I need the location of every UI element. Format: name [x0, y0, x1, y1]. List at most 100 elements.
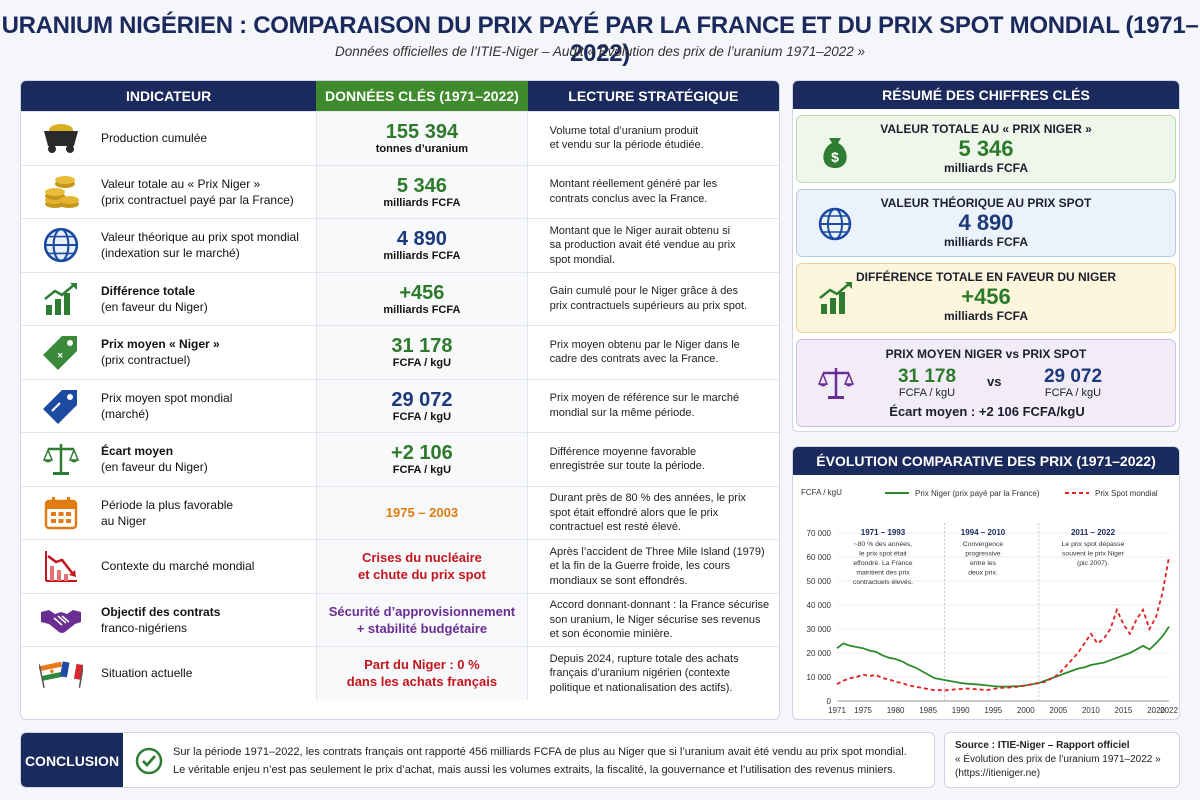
row-label: Objectif des contrats	[101, 604, 221, 619]
card3-title: DIFFÉRENCE TOTALE EN FAVEUR DU NIGER	[855, 270, 1116, 284]
table-row: Différence totale (en faveur du Niger) +45…	[21, 271, 779, 325]
conclusion-line-2: Le véritable enjeu n’est pas seulement l…	[173, 764, 896, 776]
row-key-data: Crises du nucléaire et chute du prix spot	[316, 540, 528, 593]
annotation-line: ~80 % des années,	[854, 541, 912, 548]
row-unit: milliards FCFA	[383, 250, 461, 263]
summary-card-avg-prices: PRIX MOYEN NIGER vs PRIX SPOT 31 178 FCF…	[796, 339, 1176, 427]
x-tick-label: 1985	[919, 706, 937, 715]
y-tick-label: 30 000	[807, 625, 832, 634]
annotation-line: maintient des prix	[856, 570, 910, 577]
row-strategic-reading: Montant que le Niger aurait obtenu si sa …	[528, 219, 779, 272]
card4-spot-value: 29 072	[1043, 366, 1103, 387]
table-row: Contexte du marché mondial Crises du nucl…	[21, 539, 779, 593]
card3-value: +456	[961, 284, 1011, 309]
y-tick-label: 20 000	[807, 649, 832, 658]
coins-icon	[21, 174, 101, 210]
row-value: 4 890	[396, 228, 447, 251]
card3-unit: milliards FCFA	[943, 309, 1029, 323]
annotation-line: Le prix spot dépasse	[1062, 541, 1125, 548]
row-strategic-reading: Durant près de 80 % des années, le prix s…	[528, 487, 779, 540]
legend-label: Prix Niger (prix payé par la France)	[915, 489, 1040, 498]
row-desc-1: Montant réellement généré par les	[549, 178, 718, 191]
row-strategic-reading: Volume total d’uranium produit et vendu s…	[528, 112, 779, 165]
price-tag-blue-icon	[21, 387, 101, 425]
card4-gap: Écart moyen : +2 106 FCFA/kgU	[889, 404, 1085, 419]
x-tick-label: 1995	[984, 706, 1002, 715]
row-indicator: Prix moyen spot mondial (marché)	[21, 380, 316, 433]
annotation-line: entre les	[970, 560, 997, 567]
chart-svg: FCFA / kgU 0 10 000 20 000 30 000 40 000 50 00…	[801, 488, 1178, 715]
table-row: Production cumulée 155 394 tonnes d’uraniu…	[21, 111, 779, 165]
table-row: Objectif des contrats franco-nigériens Séc…	[21, 592, 779, 647]
row-unit: + stabilité budgétaire	[356, 620, 488, 636]
declining-chart-icon	[21, 548, 101, 584]
row-value: 5 346	[396, 174, 447, 197]
source-line-1: Source : ITIE-Niger – Rapport officiel	[955, 740, 1130, 751]
row-desc-2: son uranium, le Niger sécurise ses reven…	[549, 613, 761, 626]
row-key-data: +2 106 FCFA / kgU	[316, 433, 528, 486]
row-desc-2: enregistrée sur toute la période.	[549, 460, 705, 473]
row-key-data: 29 072 FCFA / kgU	[316, 379, 528, 432]
row-indicator: Écart moyen (en faveur du Niger)	[21, 433, 316, 486]
row-indicator: Situation actuelle	[21, 647, 316, 700]
globe-icon	[21, 226, 101, 264]
x-tick-label: 1971	[828, 706, 846, 715]
row-sublabel: (en faveur du Niger)	[101, 460, 208, 475]
handshake-icon	[21, 604, 101, 636]
row-key-data: 155 394 tonnes d’uranium	[316, 112, 528, 165]
table-row: Situation actuelle Part du Niger : 0 % dan…	[21, 646, 779, 700]
row-strategic-reading: Prix moyen de référence sur le marché mon…	[528, 380, 779, 433]
card4-vs: vs	[987, 374, 1002, 389]
row-strategic-reading: Après l’accident de Three Mile Island (1…	[528, 540, 779, 593]
table-row: Période la plus favorable au Niger 1975 – …	[21, 485, 779, 540]
row-strategic-reading: Accord donnant-donnant : la France sécur…	[528, 594, 779, 647]
row-value: +456	[399, 281, 445, 304]
row-desc-1: Différence moyenne favorable	[549, 445, 697, 458]
row-desc-2: cadre des contrats avec la France.	[549, 353, 719, 366]
niger-price-line	[836, 626, 1170, 688]
row-sublabel: (marché)	[101, 406, 150, 421]
row-unit: et chute du prix spot	[357, 567, 486, 583]
row-unit: FCFA / kgU	[392, 410, 452, 423]
annotation-line: progressive	[965, 551, 1000, 558]
page-title: URANIUM NIGÉRIEN : COMPARAISON DU PRIX P…	[1, 12, 1199, 67]
source-line-2: « Évolution des prix de l’uranium 1971–2…	[955, 754, 1161, 765]
card2-title: VALEUR THÉORIQUE AU PRIX SPOT	[880, 196, 1092, 210]
annotation-line: souvent le prix Niger	[1062, 551, 1125, 558]
row-desc-1: Volume total d’uranium produit	[549, 124, 699, 137]
row-indicator: Période la plus favorable au Niger	[21, 487, 316, 540]
card1-unit: milliards FCFA	[943, 161, 1029, 175]
card4-niger-value: 31 178	[897, 366, 957, 387]
header-indicateur: INDICATEUR	[21, 81, 317, 111]
row-label: Valeur totale au « Prix Niger »	[101, 176, 261, 191]
row-value: +2 106	[391, 442, 453, 465]
row-desc-2: prix contractuels supérieurs au prix spo…	[549, 299, 748, 312]
row-desc-1: Montant que le Niger aurait obtenu si	[549, 224, 731, 237]
globe-icon	[818, 207, 852, 241]
price-tag-green-icon: +	[21, 333, 101, 371]
row-strategic-reading: Montant réellement généré par les contrat…	[528, 166, 779, 219]
row-indicator: Valeur totale au « Prix Niger » (prix con…	[21, 166, 316, 219]
x-tick-label: 2015	[1115, 706, 1133, 715]
summary-card-total-niger: $ VALEUR TOTALE AU « PRIX NIGER » 5 346 …	[796, 115, 1176, 183]
row-unit: tonnes d’uranium	[375, 143, 469, 156]
row-key-data: 5 346 milliards FCFA	[316, 165, 528, 218]
row-value: 155 394	[385, 121, 459, 144]
row-key-data: 31 178 FCFA / kgU	[316, 326, 528, 379]
row-key-data: 4 890 milliards FCFA	[316, 219, 528, 272]
card4-niger-unit: FCFA / kgU	[898, 387, 956, 399]
row-desc-1: Accord donnant-donnant : la France sécur…	[549, 599, 770, 611]
row-unit: FCFA / kgU	[392, 464, 452, 477]
source-link[interactable]: (https://itieniger.ne)	[955, 768, 1041, 779]
legend-label: Prix Spot mondial	[1095, 489, 1158, 498]
x-tick-label: 2022	[1160, 706, 1178, 715]
x-tick-label: 1975	[854, 706, 872, 715]
row-strategic-reading: Prix moyen obtenu par le Niger dans le ca…	[528, 326, 779, 379]
row-desc-3: et son économie minière.	[549, 628, 673, 640]
growth-chart-icon	[21, 281, 101, 317]
source-box: Source : ITIE-Niger – Rapport officiel «…	[944, 732, 1180, 788]
row-indicator: + Prix moyen « Niger » (prix contractuel)	[21, 326, 316, 379]
row-unit: milliards FCFA	[383, 196, 461, 209]
row-label: Écart moyen	[101, 444, 174, 459]
row-unit: FCFA / kgU	[392, 357, 452, 370]
